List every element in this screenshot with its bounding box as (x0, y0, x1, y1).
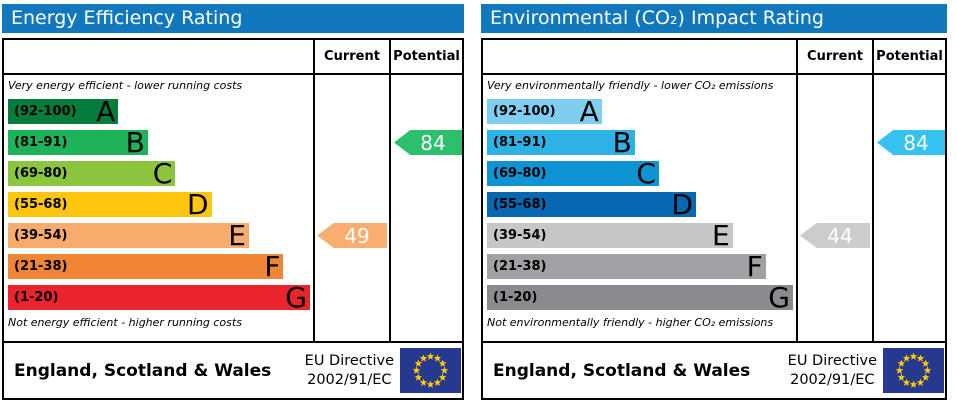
band-range: (21-38) (14, 259, 68, 274)
band-c: (69-80) C (8, 157, 176, 190)
co2-impact-panel: Environmental (CO₂) Impact Rating Curren… (481, 4, 947, 400)
band-letter: C (636, 157, 656, 190)
current-rating-arrow: 49 (317, 223, 387, 248)
band-range: (1-20) (493, 290, 538, 305)
energy-efficiency-panel: Energy Efficiency Rating Current Potenti… (2, 4, 464, 400)
rating-table: Current Potential Very environmentally f… (481, 38, 947, 400)
band-range: (69-80) (493, 166, 547, 181)
band-c: (69-80) C (487, 157, 659, 190)
bottom-note: Not environmentally friendly - higher CO… (487, 316, 774, 329)
band-letter: E (228, 219, 246, 252)
band-range: (81-91) (493, 135, 547, 150)
band-range: (1-20) (14, 290, 59, 305)
band-g: (1-20) G (8, 281, 310, 314)
band-letter: D (671, 188, 693, 221)
table-footer: England, Scotland & Wales EU Directive 2… (483, 341, 945, 398)
table-header: Current Potential (4, 40, 462, 75)
band-letter: F (746, 250, 763, 283)
band-range: (92-100) (493, 104, 556, 119)
bottom-note: Not energy efficient - higher running co… (8, 316, 242, 329)
band-f: (21-38) F (8, 250, 284, 283)
potential-column: 84 (872, 75, 945, 341)
band-b: (81-91) B (487, 126, 635, 159)
current-column-header: Current (796, 40, 872, 73)
band-d: (55-68) D (8, 188, 212, 221)
eu-flag-icon (400, 348, 461, 393)
band-letter: F (264, 250, 281, 283)
band-letter: B (612, 126, 632, 159)
bands-header-spacer (483, 40, 796, 73)
table-body: Very environmentally friendly - lower CO… (483, 75, 945, 341)
band-f: (21-38) F (487, 250, 766, 283)
band-letter: E (712, 219, 730, 252)
band-a: (92-100) A (8, 95, 119, 128)
band-letter: A (96, 95, 116, 128)
current-column: 49 (313, 75, 389, 341)
band-range: (39-54) (493, 228, 547, 243)
table-footer: England, Scotland & Wales EU Directive 2… (4, 341, 462, 398)
rating-table: Current Potential Very energy efficient … (2, 38, 464, 400)
band-letter: G (768, 281, 790, 314)
band-e: (39-54) E (8, 219, 249, 252)
band-range: (39-54) (14, 228, 68, 243)
band-range: (92-100) (14, 104, 77, 119)
panel-title: Environmental (CO₂) Impact Rating (481, 4, 947, 33)
band-e: (39-54) E (487, 219, 733, 252)
panel-title: Energy Efficiency Rating (2, 4, 464, 33)
region-label: England, Scotland & Wales (493, 360, 751, 381)
band-letter: B (125, 126, 145, 159)
eu-flag-icon (883, 348, 944, 393)
current-column-header: Current (313, 40, 389, 73)
potential-rating-arrow: 84 (877, 130, 945, 155)
potential-rating-arrow: 84 (394, 130, 462, 155)
band-range: (21-38) (493, 259, 547, 274)
eu-directive-label: EU Directive 2002/91/EC (787, 352, 877, 388)
current-rating-arrow: 44 (800, 223, 870, 248)
top-note: Very energy efficient - lower running co… (8, 79, 243, 92)
eu-directive-label: EU Directive 2002/91/EC (304, 352, 394, 388)
band-list: (92-100) A (81-91) B (69-80) C (55-68) D (39-54)… (487, 95, 793, 314)
table-header: Current Potential (483, 40, 945, 75)
potential-column: 84 (389, 75, 462, 341)
band-range: (55-68) (493, 197, 547, 212)
potential-column-header: Potential (389, 40, 462, 73)
band-letter: G (285, 281, 307, 314)
table-body: Very energy efficient - lower running co… (4, 75, 462, 341)
band-letter: C (152, 157, 173, 190)
band-g: (1-20) G (487, 281, 793, 314)
band-b: (81-91) B (8, 126, 148, 159)
band-range: (55-68) (14, 197, 68, 212)
band-list: (92-100) A (81-91) B (69-80) C (55-68) D (39-54)… (8, 95, 310, 314)
band-range: (69-80) (14, 166, 68, 181)
band-a: (92-100) A (487, 95, 602, 128)
band-letter: A (579, 95, 599, 128)
band-range: (81-91) (14, 135, 68, 150)
bands-area: Very environmentally friendly - lower CO… (483, 75, 796, 341)
bands-area: Very energy efficient - lower running co… (4, 75, 313, 341)
bands-header-spacer (4, 40, 313, 73)
potential-column-header: Potential (872, 40, 945, 73)
current-column: 44 (796, 75, 872, 341)
region-label: England, Scotland & Wales (14, 360, 272, 381)
band-d: (55-68) D (487, 188, 696, 221)
band-letter: D (186, 188, 209, 221)
top-note: Very environmentally friendly - lower CO… (487, 79, 774, 92)
